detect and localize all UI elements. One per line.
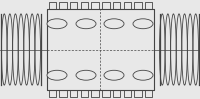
Circle shape [133,70,153,80]
Circle shape [104,19,124,29]
Circle shape [104,70,124,80]
Circle shape [76,70,96,80]
Circle shape [133,19,153,29]
Circle shape [47,19,67,29]
Bar [47,9,154,90]
Circle shape [76,19,96,29]
Circle shape [47,70,67,80]
